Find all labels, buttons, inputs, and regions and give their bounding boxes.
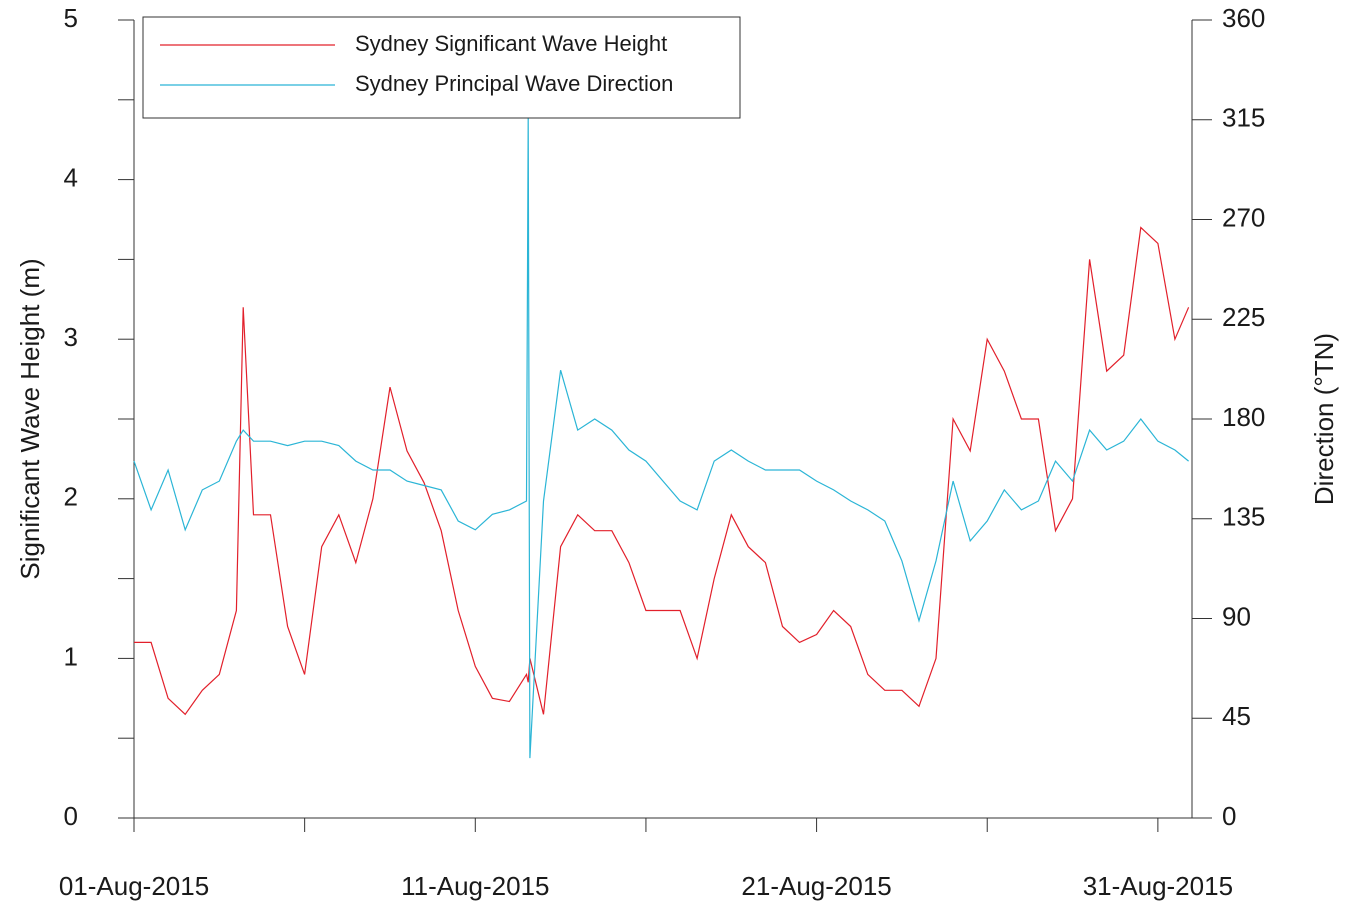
y-tick-label: 3 xyxy=(64,322,78,352)
legend-box xyxy=(142,16,741,119)
y2-tick-label: 45 xyxy=(1222,701,1251,731)
y2-tick-label: 90 xyxy=(1222,601,1251,631)
legend-label: Sydney Principal Wave Direction xyxy=(355,71,673,96)
x-tick-label: 21-Aug-2015 xyxy=(741,871,891,901)
y-tick-label: 5 xyxy=(64,3,78,33)
x-tick-label: 01-Aug-2015 xyxy=(59,871,209,901)
data-line xyxy=(134,226,1190,716)
y2-tick-label: 315 xyxy=(1222,103,1265,133)
y2-tick-label: 180 xyxy=(1222,402,1265,432)
y-tick-label: 0 xyxy=(64,801,78,831)
y-tick-label: 4 xyxy=(64,162,78,192)
y2-axis-title: Direction (°TN) xyxy=(1309,333,1339,505)
y2-tick-label: 0 xyxy=(1222,801,1236,831)
y-axis-title: Significant Wave Height (m) xyxy=(15,258,45,579)
y2-tick-label: 270 xyxy=(1222,202,1265,232)
y2-tick-label: 225 xyxy=(1222,302,1265,332)
data-line xyxy=(133,115,1189,759)
legend-label: Sydney Significant Wave Height xyxy=(355,31,667,56)
y2-tick-label: 360 xyxy=(1222,3,1265,33)
x-tick-label: 11-Aug-2015 xyxy=(401,871,549,901)
y-tick-label: 1 xyxy=(64,641,78,671)
y2-tick-label: 135 xyxy=(1222,502,1265,532)
y-tick-label: 2 xyxy=(64,482,78,512)
x-tick-label: 31-Aug-2015 xyxy=(1083,871,1233,901)
